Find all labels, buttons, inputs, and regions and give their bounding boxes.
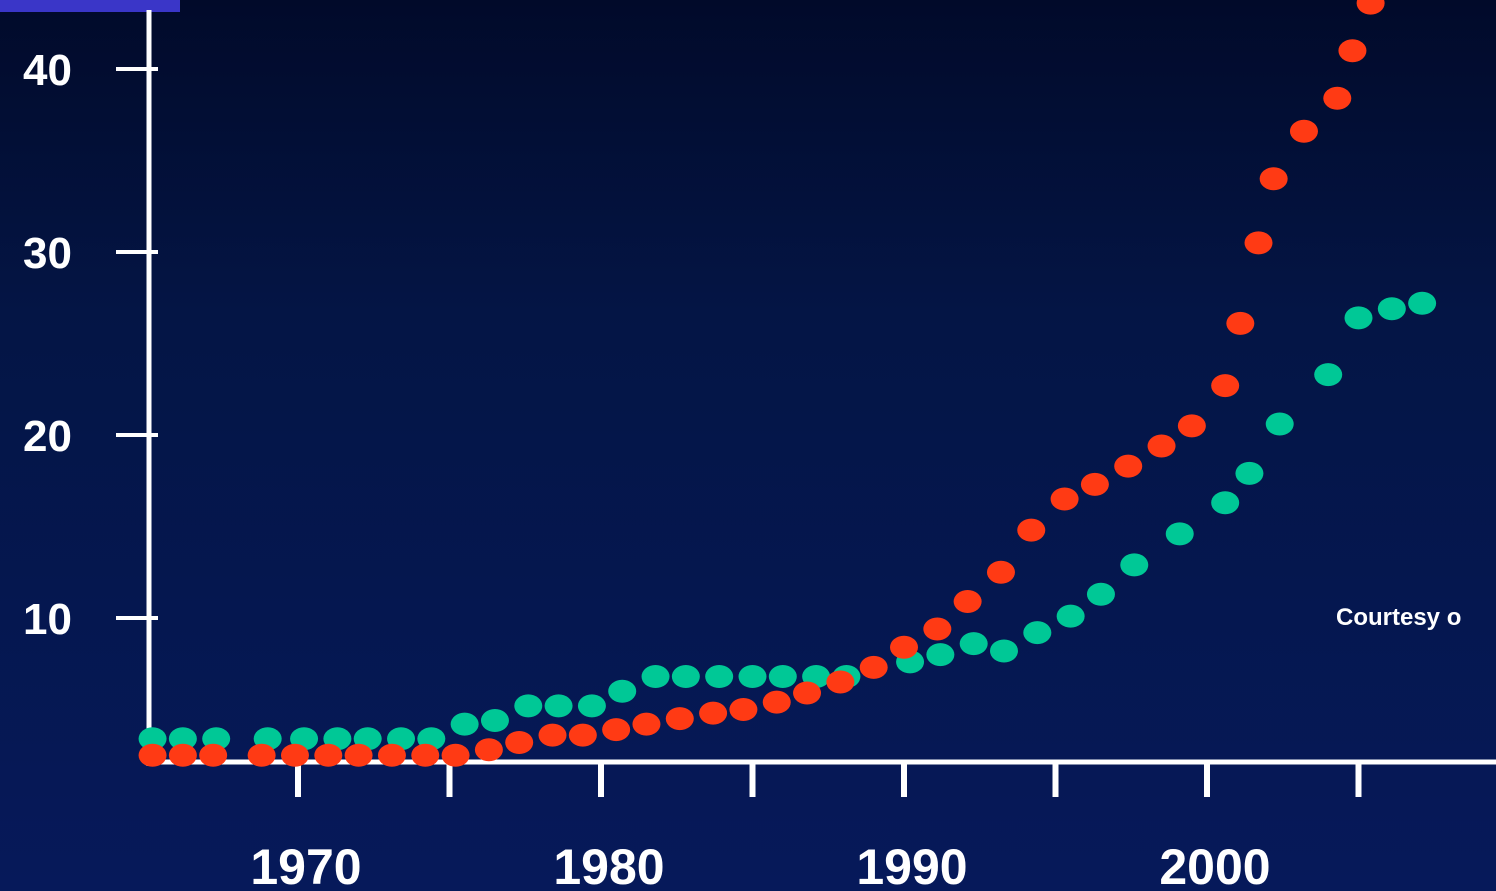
data-point bbox=[826, 670, 855, 694]
data-point bbox=[890, 635, 918, 659]
data-point bbox=[953, 590, 982, 614]
data-point bbox=[1080, 472, 1109, 496]
data-points bbox=[138, 0, 1437, 767]
data-point bbox=[1056, 604, 1085, 628]
data-point bbox=[280, 743, 309, 767]
data-point bbox=[168, 743, 197, 767]
data-point bbox=[568, 723, 597, 747]
data-point bbox=[1114, 454, 1143, 478]
data-point bbox=[480, 708, 509, 732]
data-point bbox=[247, 743, 276, 767]
data-point bbox=[699, 701, 728, 725]
data-point bbox=[1244, 231, 1273, 255]
data-point bbox=[705, 665, 734, 689]
data-point bbox=[1177, 414, 1206, 438]
data-point bbox=[344, 743, 373, 767]
y-tick-label: 20 bbox=[23, 412, 72, 461]
data-point bbox=[959, 632, 988, 656]
credit-text: Courtesy o bbox=[1336, 604, 1462, 631]
data-point bbox=[514, 694, 543, 718]
data-point bbox=[608, 679, 637, 703]
data-point bbox=[1265, 412, 1294, 436]
data-point bbox=[602, 718, 631, 742]
data-point bbox=[1086, 582, 1115, 606]
data-point bbox=[474, 738, 503, 762]
x-tick-label: 1980 bbox=[553, 839, 664, 891]
data-point bbox=[1211, 374, 1240, 398]
data-point bbox=[729, 698, 758, 721]
data-point bbox=[738, 665, 767, 689]
data-point bbox=[138, 743, 167, 767]
data-point bbox=[1226, 311, 1255, 335]
data-point bbox=[505, 730, 534, 754]
data-point bbox=[544, 694, 573, 718]
x-tick-label: 1990 bbox=[856, 839, 967, 891]
data-point bbox=[1165, 522, 1194, 546]
corner-accent bbox=[0, 0, 180, 12]
y-tick-label: 40 bbox=[23, 46, 72, 95]
data-point bbox=[1050, 487, 1079, 511]
data-point bbox=[768, 665, 797, 689]
data-point bbox=[1344, 306, 1373, 330]
data-point bbox=[1023, 621, 1052, 645]
data-point bbox=[1259, 167, 1288, 191]
data-point bbox=[1356, 0, 1385, 15]
data-point bbox=[168, 727, 197, 751]
data-point bbox=[411, 743, 440, 767]
data-point bbox=[1120, 553, 1149, 577]
y-tick-label: 30 bbox=[23, 229, 72, 278]
data-point bbox=[138, 727, 167, 751]
data-point bbox=[793, 681, 822, 705]
data-point bbox=[641, 665, 670, 689]
y-tick-label: 10 bbox=[23, 595, 72, 644]
data-point bbox=[441, 743, 470, 767]
data-point bbox=[1211, 491, 1240, 515]
data-point bbox=[1147, 434, 1176, 458]
data-point bbox=[1289, 119, 1318, 143]
data-point bbox=[1377, 297, 1406, 321]
data-point bbox=[1017, 518, 1046, 542]
data-point bbox=[1338, 39, 1367, 63]
data-point bbox=[1314, 363, 1343, 387]
data-point bbox=[923, 617, 952, 641]
data-point bbox=[665, 707, 694, 731]
data-point bbox=[986, 560, 1015, 584]
data-point bbox=[538, 723, 567, 747]
data-point bbox=[1323, 86, 1352, 110]
data-point bbox=[1235, 461, 1264, 485]
data-point bbox=[377, 743, 406, 767]
data-point bbox=[314, 743, 343, 767]
data-point bbox=[450, 712, 479, 736]
data-point bbox=[989, 639, 1018, 663]
x-tick-label: 1970 bbox=[250, 839, 361, 891]
axes: 10 20 30 40 1970 1980 1990 2000 bbox=[23, 10, 1496, 891]
data-point bbox=[199, 743, 228, 767]
data-point bbox=[632, 712, 661, 736]
data-point bbox=[859, 655, 888, 679]
data-point bbox=[577, 694, 606, 718]
x-tick-label: 2000 bbox=[1159, 839, 1270, 891]
data-point bbox=[671, 665, 700, 689]
data-point bbox=[926, 643, 955, 667]
data-point bbox=[1408, 291, 1437, 315]
data-point bbox=[762, 690, 791, 714]
